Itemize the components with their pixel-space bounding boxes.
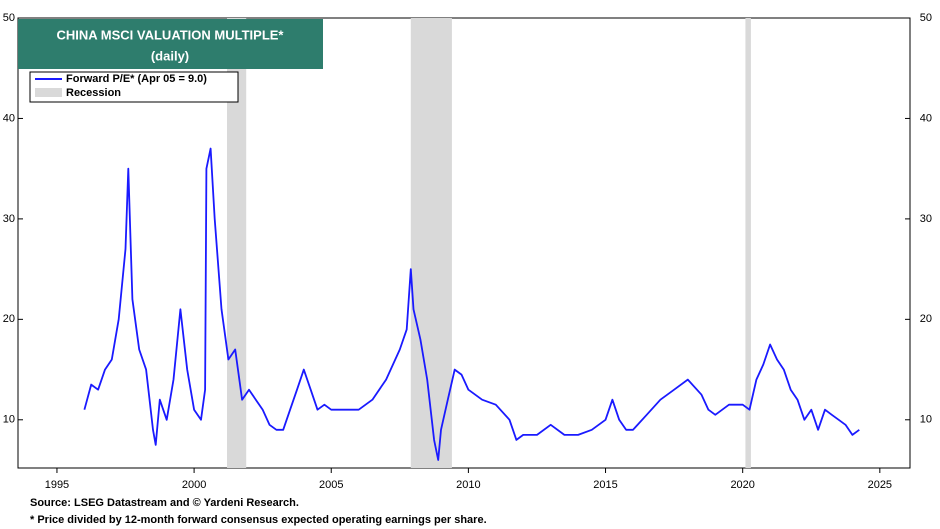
x-tick-label: 2010: [456, 479, 480, 491]
chart-subtitle: (daily): [151, 48, 189, 63]
x-tick-label: 2000: [182, 479, 206, 491]
chart-title: CHINA MSCI VALUATION MULTIPLE*: [56, 27, 284, 42]
y-tick-label: 30: [3, 213, 15, 225]
legend-label: Recession: [66, 87, 121, 99]
y2-tick-label: 10: [920, 414, 932, 426]
footnote: * Price divided by 12-month forward cons…: [30, 514, 487, 526]
legend-label: Forward P/E* (Apr 05 = 9.0): [66, 73, 207, 85]
legend-swatch: [35, 88, 62, 97]
recession-band: [745, 18, 751, 468]
y-tick-label: 20: [3, 313, 15, 325]
x-tick-label: 2015: [593, 479, 617, 491]
x-tick-label: 1995: [45, 479, 69, 491]
y-tick-label: 40: [3, 112, 15, 124]
x-tick-label: 2020: [730, 479, 754, 491]
recession-band: [410, 18, 452, 468]
x-tick-label: 2025: [868, 479, 892, 491]
source: Source: LSEG Datastream and © Yardeni Re…: [30, 497, 299, 509]
legend: [29, 71, 239, 103]
title-box: [18, 19, 323, 69]
plot-frame: [17, 17, 911, 469]
x-tick-label: 2005: [319, 479, 343, 491]
series-line: [83, 147, 860, 461]
y2-tick-label: 40: [920, 112, 932, 124]
y2-tick-label: 30: [920, 213, 932, 225]
y2-tick-label: 50: [920, 12, 932, 24]
y-tick-label: 10: [3, 414, 15, 426]
y2-tick-label: 20: [920, 313, 932, 325]
y-tick-label: 50: [3, 12, 15, 24]
